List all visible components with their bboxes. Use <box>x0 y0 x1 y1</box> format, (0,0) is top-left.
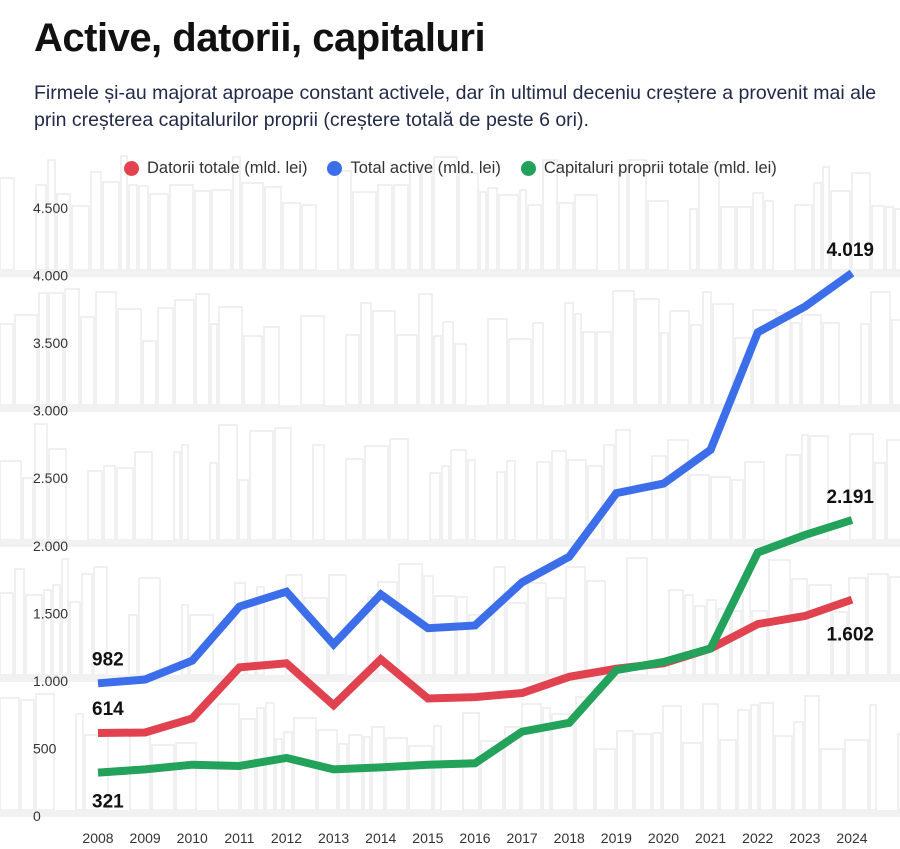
y-tick-label: 500 <box>33 740 57 756</box>
data-label: 982 <box>92 649 124 670</box>
bg-book <box>891 319 900 406</box>
data-label: 614 <box>92 699 124 720</box>
bg-book <box>894 208 900 271</box>
x-tick-label: 2011 <box>224 830 254 846</box>
x-tick-label: 2010 <box>177 830 208 846</box>
x-tick-label: 2023 <box>789 830 820 846</box>
data-label: 1.602 <box>826 625 874 646</box>
x-tick-label: 2021 <box>695 830 726 846</box>
y-tick-label: 4.500 <box>33 200 68 216</box>
x-tick-label: 2022 <box>742 830 773 846</box>
legend-item-capitaluri: Capitaluri proprii totale (mld. lei) <box>520 159 777 178</box>
legend-label-active: Total active (mld. lei) <box>350 159 501 177</box>
data-label: 2.191 <box>826 487 874 508</box>
bg-shelf <box>0 270 900 277</box>
y-tick-label: 0 <box>33 808 41 824</box>
x-tick-label: 2014 <box>365 830 396 846</box>
x-tick-label: 2016 <box>459 830 490 846</box>
x-tick-label: 2017 <box>507 830 538 846</box>
bg-shelf <box>0 675 900 682</box>
legend-dot-capitaluri <box>520 161 536 176</box>
y-tick-label: 4.000 <box>33 268 68 284</box>
y-tick-label: 2.000 <box>33 538 68 554</box>
bg-shelf <box>0 810 900 817</box>
chart-legend: Datorii totale (mld. lei) Total active (… <box>124 159 797 178</box>
x-tick-label: 2019 <box>601 830 632 846</box>
bg-shelf <box>0 540 900 547</box>
legend-label-capitaluri: Capitaluri proprii totale (mld. lei) <box>543 159 777 177</box>
legend-label-datorii: Datorii totale (mld. lei) <box>147 159 308 177</box>
legend-item-active: Total active (mld. lei) <box>327 159 501 178</box>
legend-item-datorii: Datorii totale (mld. lei) <box>124 159 307 178</box>
x-tick-label: 2020 <box>648 830 679 846</box>
bg-book <box>897 733 900 811</box>
series-line-capitaluri <box>97 516 854 777</box>
y-tick-label: 3.000 <box>33 403 68 419</box>
x-tick-label: 2015 <box>412 830 443 846</box>
x-tick-label: 2009 <box>130 830 161 846</box>
y-tick-label: 2.500 <box>33 470 68 486</box>
x-tick-label: 2013 <box>318 830 349 846</box>
y-tick-label: 1.000 <box>33 673 68 689</box>
chart-title: Active, datorii, capitaluri <box>34 16 486 60</box>
data-label: 4.019 <box>826 240 874 261</box>
data-label: 321 <box>92 792 124 813</box>
x-tick-label: 2008 <box>82 830 113 846</box>
series-line-active <box>97 269 855 688</box>
x-tick-label: 2012 <box>271 830 302 846</box>
series-line-datorii <box>97 595 854 737</box>
bg-shelf <box>0 405 900 412</box>
chart-subtitle: Firmele și-au majorat aproape constant a… <box>34 82 877 131</box>
x-tick-label: 2024 <box>836 830 867 846</box>
y-tick-label: 1.500 <box>33 605 68 621</box>
legend-dot-datorii <box>124 161 139 176</box>
legend-dot-active <box>327 161 343 176</box>
x-tick-label: 2018 <box>554 830 585 846</box>
y-tick-label: 3.500 <box>33 335 68 351</box>
